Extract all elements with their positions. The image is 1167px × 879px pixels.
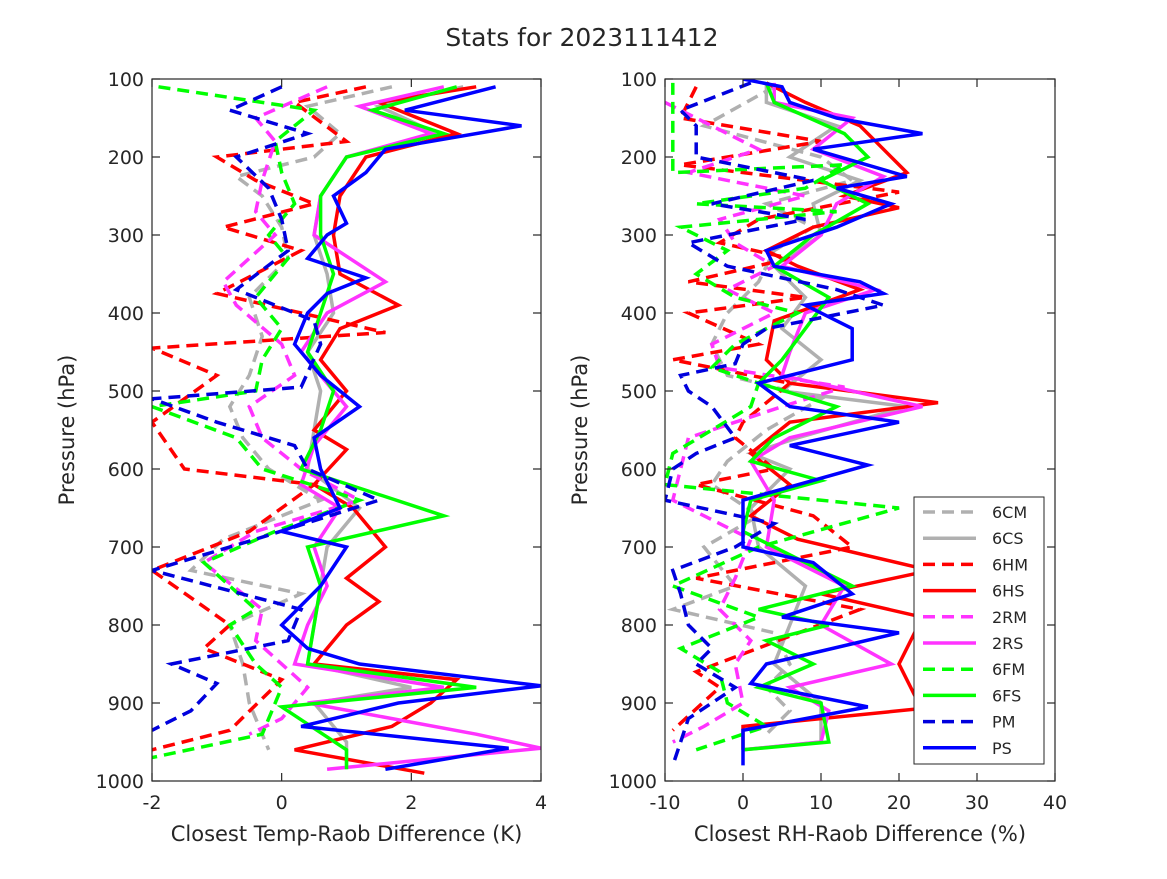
- x-tick-label: -2: [143, 792, 162, 814]
- series-line-6fm: [665, 82, 900, 752]
- series-line-6fm: [152, 85, 365, 760]
- axes-box: [664, 78, 1056, 782]
- series-line-6cm: [187, 85, 393, 751]
- rh-axis-label: Closest RH-Raob Difference (%): [694, 822, 1026, 846]
- y-tick-label: 100: [621, 69, 657, 91]
- y-tick-label: 400: [108, 303, 144, 325]
- y-tick-label: 500: [108, 381, 144, 403]
- figure-title: Stats for 2023111412: [445, 23, 718, 52]
- x-tick-label: 0: [737, 792, 749, 814]
- series-line-ps: [275, 85, 541, 772]
- y-tick-label: 600: [108, 459, 144, 481]
- legend-label: 2RM: [992, 608, 1027, 627]
- y-tick-label: 200: [621, 147, 657, 169]
- x-tick-label: 0: [276, 792, 288, 814]
- y-tick-label: 600: [621, 459, 657, 481]
- pressure-axis-label: Pressure (hPa): [568, 355, 592, 506]
- x-tick-label: 40: [1043, 792, 1067, 814]
- pressure-axis-label: Pressure (hPa): [55, 355, 79, 506]
- x-tick-label: 2: [405, 792, 417, 814]
- y-tick-label: 700: [108, 537, 144, 559]
- y-tick-label: 200: [108, 147, 144, 169]
- legend-label: PM: [992, 713, 1015, 732]
- y-tick-label: 500: [621, 381, 657, 403]
- x-tick-label: 30: [965, 792, 989, 814]
- series-group: [152, 85, 541, 775]
- x-tick-label: 20: [887, 792, 911, 814]
- y-tick-label: 300: [621, 225, 657, 247]
- series-line-2rs: [742, 82, 923, 752]
- y-tick-label: 1000: [609, 771, 657, 793]
- x-tick-label: 4: [535, 792, 547, 814]
- series-line-ps: [741, 79, 923, 766]
- legend-label: PS: [992, 739, 1012, 758]
- series-line-6hm: [152, 85, 386, 752]
- series-line-pm: [665, 81, 891, 766]
- legend-label: 6CS: [992, 529, 1024, 548]
- axes-box: [151, 78, 542, 782]
- y-tick-label: 900: [108, 693, 144, 715]
- y-tick-label: 1000: [96, 771, 144, 793]
- x-tick-label: -10: [649, 792, 680, 814]
- series-line-6cs: [742, 82, 908, 752]
- y-tick-label: 300: [108, 225, 144, 247]
- series-line-6hm: [671, 86, 900, 732]
- y-tick-label: 800: [621, 615, 657, 637]
- series-line-pm: [152, 85, 384, 732]
- temp-axis-label: Closest Temp-Raob Difference (K): [171, 822, 523, 846]
- legend-label: 2RS: [992, 634, 1023, 653]
- rh-difference-panel: 100 200 300 400 500 600 700 800 900 1000-10 0 10 20 3…: [568, 69, 1067, 846]
- y-tick-label: 400: [621, 303, 657, 325]
- y-tick-label: 100: [108, 69, 144, 91]
- plot-area: [152, 79, 541, 781]
- x-tick-label: 10: [809, 792, 833, 814]
- series-line-6cm: [666, 85, 857, 736]
- legend-label: 6FM: [992, 660, 1025, 679]
- temp-difference-panel: 100 200 300 400 500 600 700 800 900 1000-2 0 2 4 Pres…: [55, 69, 547, 846]
- legend-label: 6HM: [992, 555, 1028, 574]
- legend-label: 6HS: [992, 582, 1024, 601]
- series-group: [665, 79, 945, 766]
- y-tick-label: 700: [621, 537, 657, 559]
- legend-label: 6FS: [992, 686, 1021, 705]
- legend-box: [913, 496, 1045, 765]
- y-tick-label: 800: [108, 615, 144, 637]
- legend-label: 6CM: [992, 503, 1027, 522]
- series-line-2rm: [200, 85, 365, 736]
- legend: 6CM 6CS 6HM 6HS 2RM 2RS 6FM 6FS PM PS: [913, 496, 1045, 765]
- y-tick-label: 900: [621, 693, 657, 715]
- series-line-6hs: [294, 85, 477, 775]
- series-line-6fs: [276, 85, 477, 770]
